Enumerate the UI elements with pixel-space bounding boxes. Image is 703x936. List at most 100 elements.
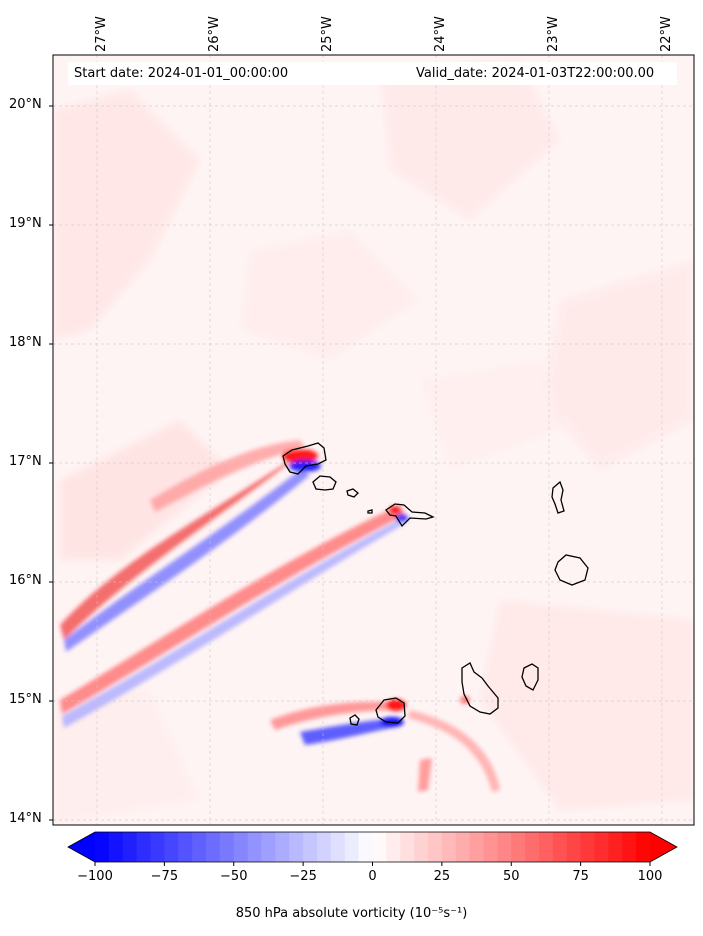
coastlines — [282, 442, 589, 726]
lon-label-27w: 27°W — [94, 16, 109, 52]
header-background — [68, 62, 677, 85]
hotspot-sao-nicolau-red — [389, 506, 401, 514]
lat-label-18n: 18°N — [9, 335, 42, 350]
streak-middle-positive — [60, 505, 405, 714]
streak-north-negative — [64, 470, 310, 652]
streak-south-tail-2 — [418, 758, 432, 792]
colorbar-bin — [497, 832, 512, 862]
streak-south-positive — [270, 701, 400, 730]
colorbar-bin — [552, 832, 568, 862]
streak-south-tail — [408, 710, 500, 792]
colorbar-bin — [150, 832, 165, 862]
colorbar-bin — [428, 832, 443, 862]
colorbar-bin — [539, 832, 554, 862]
colorbar-extend-max — [650, 832, 677, 862]
colorbar-bin — [358, 832, 373, 862]
hotspot-santo-antao-red — [282, 449, 318, 463]
colorbar-tick-label: −75 — [150, 869, 179, 884]
island-sao-vicente — [312, 475, 337, 491]
lat-label-20n: 20°N — [9, 97, 42, 112]
lon-label-22w: 22°W — [659, 16, 674, 52]
streak-north-positive-2 — [150, 440, 305, 512]
colorbar-bin — [414, 832, 429, 862]
colorbar-bin — [275, 832, 290, 862]
lat-label-17n: 17°N — [9, 454, 42, 469]
colorbar-bin — [580, 832, 595, 862]
colorbar-bin — [455, 832, 471, 862]
vorticity-streaks — [60, 440, 500, 792]
island-brava — [349, 714, 360, 726]
colorbar-bin — [608, 832, 623, 862]
colorbar-bin — [400, 832, 415, 862]
colorbar-bin — [566, 832, 582, 862]
colorbar-bin — [95, 832, 110, 862]
lat-label-19n: 19°N — [9, 216, 42, 231]
colorbar-tick-label: 25 — [433, 869, 451, 884]
colorbar-bin — [622, 832, 637, 862]
colorbar-bin — [192, 832, 207, 862]
colorbar-bin — [372, 832, 387, 862]
hotspot-santiago-red — [386, 699, 406, 711]
valid-date-label: Valid_date: 2024-01-03T22:00:00.00 — [416, 66, 655, 81]
lat-label-16n: 16°N — [9, 573, 42, 588]
colorbar-bin — [289, 832, 304, 862]
colorbar-tick-label: 50 — [502, 869, 520, 884]
colorbar-extend-min — [68, 832, 95, 862]
colorbar-bin — [469, 832, 484, 862]
lon-label-26w: 26°W — [207, 16, 222, 52]
colorbar-bin — [219, 832, 235, 862]
colorbar-bin — [441, 832, 457, 862]
colorbar-bin — [344, 832, 360, 862]
colorbar-bin — [206, 832, 221, 862]
island-sal — [551, 480, 565, 514]
island-santa-luzia — [346, 488, 359, 498]
colorbar-bin — [303, 832, 318, 862]
colorbar-bin — [594, 832, 609, 862]
lon-label-23w: 23°W — [546, 16, 561, 52]
colorbar-bin — [386, 832, 401, 862]
island-santo-antao — [282, 442, 327, 475]
streak-south-negative — [300, 718, 400, 745]
colorbar-bin — [261, 832, 276, 862]
colorbar-bin — [233, 832, 249, 862]
lat-label-14n: 14°N — [9, 811, 42, 826]
colorbar-bin — [164, 832, 179, 862]
background-vorticity-patches — [53, 60, 694, 825]
colorbar-tick-label: −100 — [77, 869, 113, 884]
colorbar-tick-label: −50 — [220, 869, 248, 884]
map-plot-area — [53, 55, 694, 825]
colorbar-tick-label: 100 — [637, 869, 663, 884]
colorbar-bin — [317, 832, 332, 862]
colorbar-bin — [122, 832, 138, 862]
colorbar-bin — [636, 832, 651, 862]
island-boa-vista — [554, 554, 589, 586]
colorbar-bin — [136, 832, 151, 862]
start-date-label: Start date: 2024-01-01_00:00:00 — [74, 66, 289, 81]
lat-label-15n: 15°N — [9, 692, 42, 707]
lon-label-25w: 25°W — [320, 16, 335, 52]
colorbar-bin — [511, 832, 526, 862]
colorbar-tick-label: 75 — [572, 869, 589, 884]
colorbar-bin — [178, 832, 193, 862]
island-santiago — [461, 662, 499, 715]
colorbar-bin — [330, 832, 346, 862]
gridlines — [53, 55, 694, 825]
colorbar-bin — [483, 832, 498, 862]
island-fogo — [375, 697, 406, 724]
colorbar-bin — [247, 832, 262, 862]
colorbar-bin — [525, 832, 540, 862]
island-maio — [521, 663, 539, 691]
colorbar-tick-label: −25 — [289, 869, 317, 884]
lon-label-24w: 24°W — [433, 16, 448, 52]
colorbar-bin — [108, 832, 124, 862]
island-sao-nicolau — [385, 503, 435, 528]
hotspot-santo-antao-blue — [289, 460, 321, 472]
plot-frame — [52, 54, 695, 826]
streak-middle-negative — [62, 518, 404, 728]
lat-tick-marks — [49, 105, 53, 821]
island-branco — [367, 509, 373, 514]
colorbar-title: 850 hPa absolute vorticity (10⁻⁵s⁻¹) — [235, 906, 468, 921]
colorbar — [67, 831, 678, 866]
colorbar-tick-label: 0 — [368, 869, 377, 884]
